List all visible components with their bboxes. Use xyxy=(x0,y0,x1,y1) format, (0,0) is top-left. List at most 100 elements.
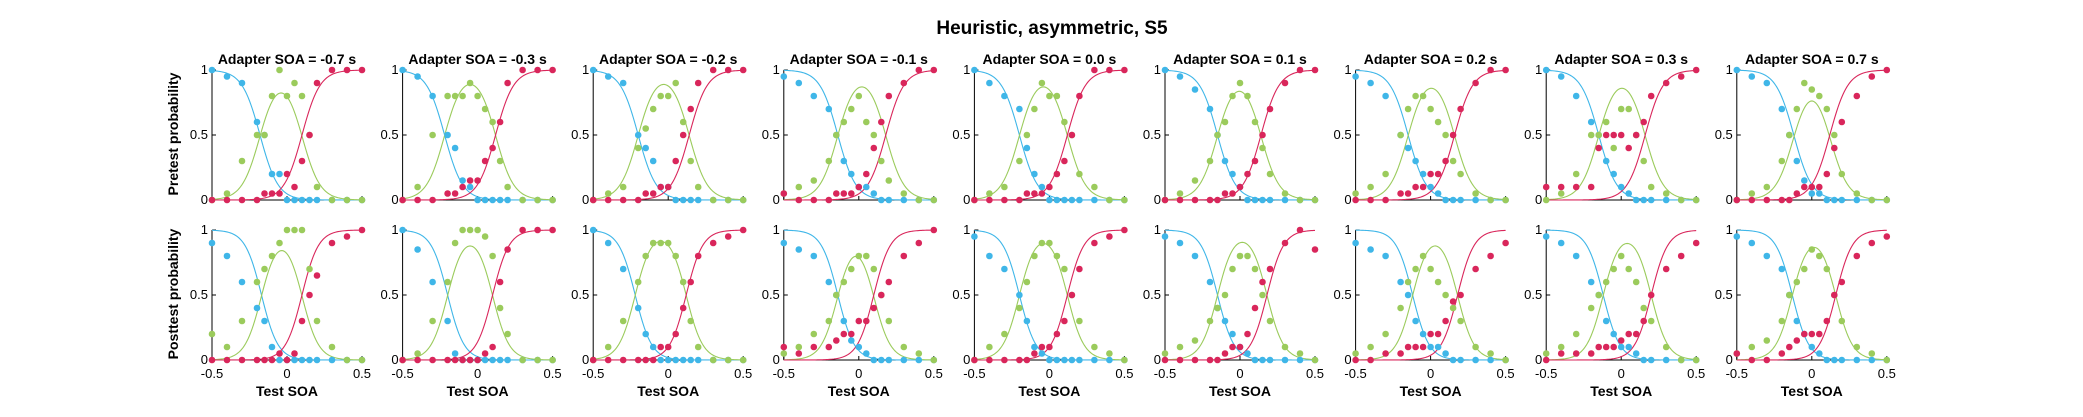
data-point-red xyxy=(496,278,504,286)
data-point-blue xyxy=(1662,196,1670,204)
x-tick-label: 0 xyxy=(1046,366,1053,381)
data-point-red xyxy=(1221,190,1229,197)
data-point-green xyxy=(1868,350,1876,357)
data-point-blue xyxy=(1748,239,1756,247)
y-tick-label: 1 xyxy=(201,222,208,237)
data-point-blue xyxy=(238,79,246,87)
data-point-red xyxy=(534,66,541,74)
data-point-red xyxy=(358,226,366,234)
data-point-blue xyxy=(1572,252,1580,260)
data-point-red xyxy=(1602,343,1610,351)
y-tick-label: 0.5 xyxy=(1524,287,1542,302)
data-point-red xyxy=(604,196,612,204)
data-point-red xyxy=(1801,330,1808,338)
data-point-red xyxy=(739,226,747,234)
data-point-red xyxy=(1038,343,1046,351)
data-point-green xyxy=(429,131,436,139)
data-point-green xyxy=(1816,252,1823,260)
data-point-green xyxy=(1076,317,1083,325)
data-point-red xyxy=(848,190,855,197)
fit-curve-red xyxy=(1355,69,1506,201)
data-point-red xyxy=(313,79,321,87)
data-point-red xyxy=(481,157,489,165)
data-point-blue xyxy=(1457,196,1464,204)
x-tick-label: -0.5 xyxy=(963,366,985,381)
y-tick-label: 0.5 xyxy=(381,127,399,142)
data-point-green xyxy=(930,356,938,364)
data-point-blue xyxy=(429,278,436,286)
data-point-red xyxy=(825,343,833,351)
data-point-red xyxy=(589,196,597,204)
data-point-green xyxy=(291,226,298,234)
data-point-blue xyxy=(1229,330,1236,338)
data-point-green xyxy=(1778,157,1786,165)
data-point-red xyxy=(1419,343,1427,351)
data-point-red xyxy=(1061,157,1068,165)
data-point-blue xyxy=(1259,356,1266,364)
data-point-red xyxy=(489,144,496,152)
data-point-blue xyxy=(664,356,672,364)
y-tick-label: 1 xyxy=(1726,222,1733,237)
fit-curve-green xyxy=(593,240,744,361)
data-point-green xyxy=(694,183,702,191)
data-point-red xyxy=(414,196,421,204)
data-point-green xyxy=(253,131,261,139)
data-point-blue xyxy=(276,356,283,364)
y-tick-label: 1 xyxy=(582,62,589,77)
data-point-red xyxy=(489,343,496,351)
data-point-green xyxy=(489,252,496,260)
y-tick-label: 1 xyxy=(391,62,398,77)
fit-curve-red xyxy=(593,229,744,361)
data-point-green xyxy=(604,190,612,197)
data-point-red xyxy=(223,196,231,204)
data-point-green xyxy=(1793,278,1801,286)
data-point-green xyxy=(291,79,298,87)
data-point-red xyxy=(1244,330,1251,338)
data-point-red xyxy=(283,356,291,364)
fit-curve-red xyxy=(1546,230,1697,361)
data-point-green xyxy=(1557,343,1565,351)
data-point-red xyxy=(1472,79,1479,87)
y-tick-label: 0.5 xyxy=(190,127,208,142)
data-point-green xyxy=(1449,304,1457,312)
data-point-red xyxy=(863,317,870,325)
data-point-red xyxy=(1367,196,1374,204)
data-point-red xyxy=(1214,356,1221,364)
data-point-green xyxy=(1091,183,1098,191)
data-point-green xyxy=(358,196,366,204)
data-point-red xyxy=(724,233,732,240)
data-point-green xyxy=(634,144,642,152)
data-point-green xyxy=(1442,291,1449,299)
data-point-green xyxy=(1662,343,1670,351)
data-point-red xyxy=(885,278,893,286)
fit-curve-blue xyxy=(211,229,362,361)
data-point-blue xyxy=(1793,157,1801,165)
data-point-blue xyxy=(780,239,788,247)
data-point-red xyxy=(878,291,885,299)
fit-curve-green xyxy=(402,245,553,361)
data-point-blue xyxy=(687,356,694,364)
data-point-red xyxy=(795,196,803,204)
data-point-red xyxy=(870,304,878,312)
data-point-blue xyxy=(1031,170,1038,178)
data-point-blue xyxy=(489,196,496,204)
data-point-green xyxy=(268,92,276,100)
fit-curve-blue xyxy=(783,69,934,201)
data-point-blue xyxy=(1662,356,1670,364)
data-point-red xyxy=(1610,131,1617,139)
fit-curve-green xyxy=(1355,245,1506,361)
data-point-green xyxy=(649,239,657,247)
data-point-green xyxy=(328,343,336,351)
data-point-red xyxy=(459,356,466,364)
data-point-red xyxy=(1031,350,1038,357)
data-point-blue xyxy=(1266,356,1274,364)
fit-curve-red xyxy=(1165,229,1316,361)
data-point-green xyxy=(1472,190,1479,197)
data-point-green xyxy=(1763,337,1771,344)
x-axis-label: Test SOA xyxy=(1781,383,1843,399)
data-point-blue xyxy=(795,79,803,87)
data-point-blue xyxy=(481,356,489,364)
data-point-red xyxy=(298,157,306,165)
data-point-blue xyxy=(1259,196,1266,204)
data-point-blue xyxy=(1091,356,1098,364)
